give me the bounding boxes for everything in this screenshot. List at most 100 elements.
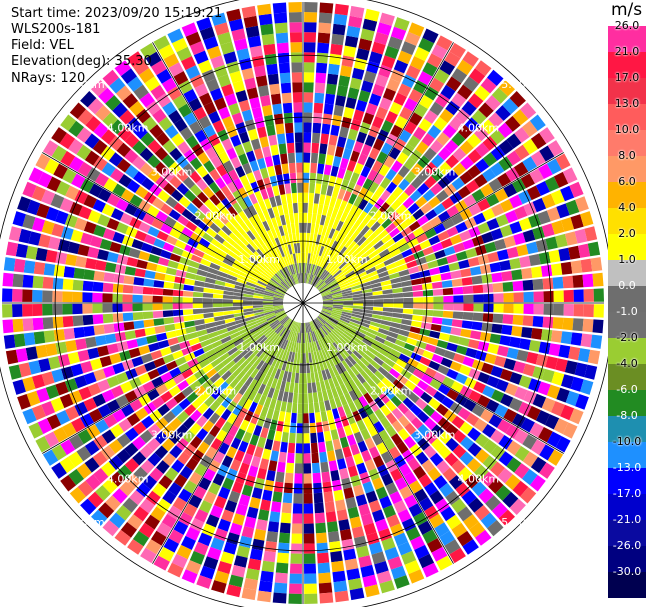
velocity-cell [358, 199, 369, 211]
velocity-cell [183, 480, 197, 494]
velocity-cell [321, 225, 328, 237]
velocity-cell [276, 42, 289, 54]
velocity-cell [233, 38, 248, 51]
velocity-cell [482, 424, 496, 438]
velocity-cell [106, 193, 121, 207]
velocity-cell [153, 555, 170, 571]
velocity-cell [459, 230, 472, 242]
velocity-cell [129, 490, 145, 506]
velocity-cell [117, 126, 132, 142]
velocity-cell [357, 440, 368, 453]
velocity-cell [106, 399, 121, 413]
velocity-cell [366, 217, 377, 229]
velocity-cell [115, 394, 129, 408]
velocity-cell [286, 452, 295, 464]
velocity-cell [379, 392, 390, 404]
velocity-cell [163, 182, 176, 196]
velocity-cell [562, 275, 574, 289]
velocity-cell [363, 228, 374, 239]
velocity-cell [333, 301, 344, 303]
velocity-cell [243, 207, 253, 219]
velocity-cell [303, 102, 313, 113]
velocity-cell [371, 433, 383, 446]
velocity-cell [446, 205, 459, 218]
velocity-cell [115, 85, 132, 101]
velocity-cell [46, 176, 62, 192]
velocity-cell [267, 387, 275, 399]
velocity-cell [194, 83, 209, 97]
velocity-cell [238, 210, 248, 222]
velocity-cell [247, 558, 262, 571]
velocity-cell [226, 274, 238, 281]
velocity-cell [322, 308, 332, 313]
velocity-cell [264, 541, 277, 553]
velocity-cell [367, 169, 378, 182]
velocity-cell [237, 199, 248, 211]
velocity-cell [93, 156, 108, 171]
velocity-cell [282, 391, 289, 402]
velocity-cell [273, 298, 284, 301]
velocity-cell [290, 372, 296, 383]
velocity-cell [124, 330, 136, 340]
velocity-cell [404, 560, 421, 575]
velocity-cell [303, 132, 312, 143]
velocity-cell [522, 434, 538, 450]
velocity-cell [279, 72, 291, 84]
velocity-cell [266, 315, 277, 322]
velocity-cell [70, 229, 84, 243]
velocity-cell [133, 466, 148, 482]
velocity-cell [160, 203, 173, 215]
velocity-cell [141, 415, 155, 429]
velocity-cell [172, 497, 187, 512]
velocity-cell [317, 391, 324, 402]
velocity-cell [220, 41, 235, 55]
velocity-cell [102, 69, 119, 86]
legend-label: 0.0 [618, 279, 636, 292]
velocity-cell [223, 51, 238, 65]
velocity-cell [574, 228, 588, 244]
velocity-cell [141, 177, 155, 191]
velocity-cell [55, 381, 69, 396]
velocity-cell [417, 410, 430, 424]
velocity-cell [381, 142, 393, 155]
velocity-cell [382, 505, 396, 519]
velocity-cell [218, 486, 231, 500]
velocity-cell [583, 288, 594, 302]
velocity-cell [333, 489, 344, 502]
velocity-cell [580, 379, 594, 395]
velocity-cell [387, 243, 399, 253]
velocity-cell [272, 301, 283, 303]
velocity-cell [460, 328, 472, 338]
velocity-cell [292, 321, 297, 332]
velocity-cell [218, 213, 229, 225]
velocity-cell [270, 93, 282, 105]
velocity-cell [328, 419, 337, 431]
velocity-cell [36, 387, 50, 403]
velocity-cell [448, 475, 464, 490]
velocity-cell [22, 376, 36, 392]
velocity-cell [248, 378, 258, 390]
velocity-cell [415, 141, 429, 155]
velocity-cell [210, 87, 224, 101]
velocity-cell [318, 268, 325, 278]
velocity-cell [386, 412, 398, 425]
velocity-cell [311, 213, 317, 224]
velocity-cell [314, 82, 326, 94]
velocity-cell [289, 32, 302, 43]
velocity-cell [225, 254, 236, 263]
velocity-cell [351, 287, 362, 293]
velocity-cell [526, 405, 541, 421]
velocity-cell [45, 384, 60, 400]
velocity-cell [287, 152, 296, 164]
velocity-cell [280, 281, 289, 290]
velocity-cell [273, 582, 288, 594]
velocity-cell [78, 205, 92, 220]
velocity-cell [455, 482, 471, 498]
velocity-cell [451, 278, 463, 287]
velocity-cell [538, 251, 551, 265]
velocity-cell [429, 77, 445, 93]
velocity-cell [325, 154, 334, 166]
velocity-cell [544, 176, 560, 192]
velocity-cell [283, 329, 290, 339]
velocity-cell [348, 15, 363, 28]
